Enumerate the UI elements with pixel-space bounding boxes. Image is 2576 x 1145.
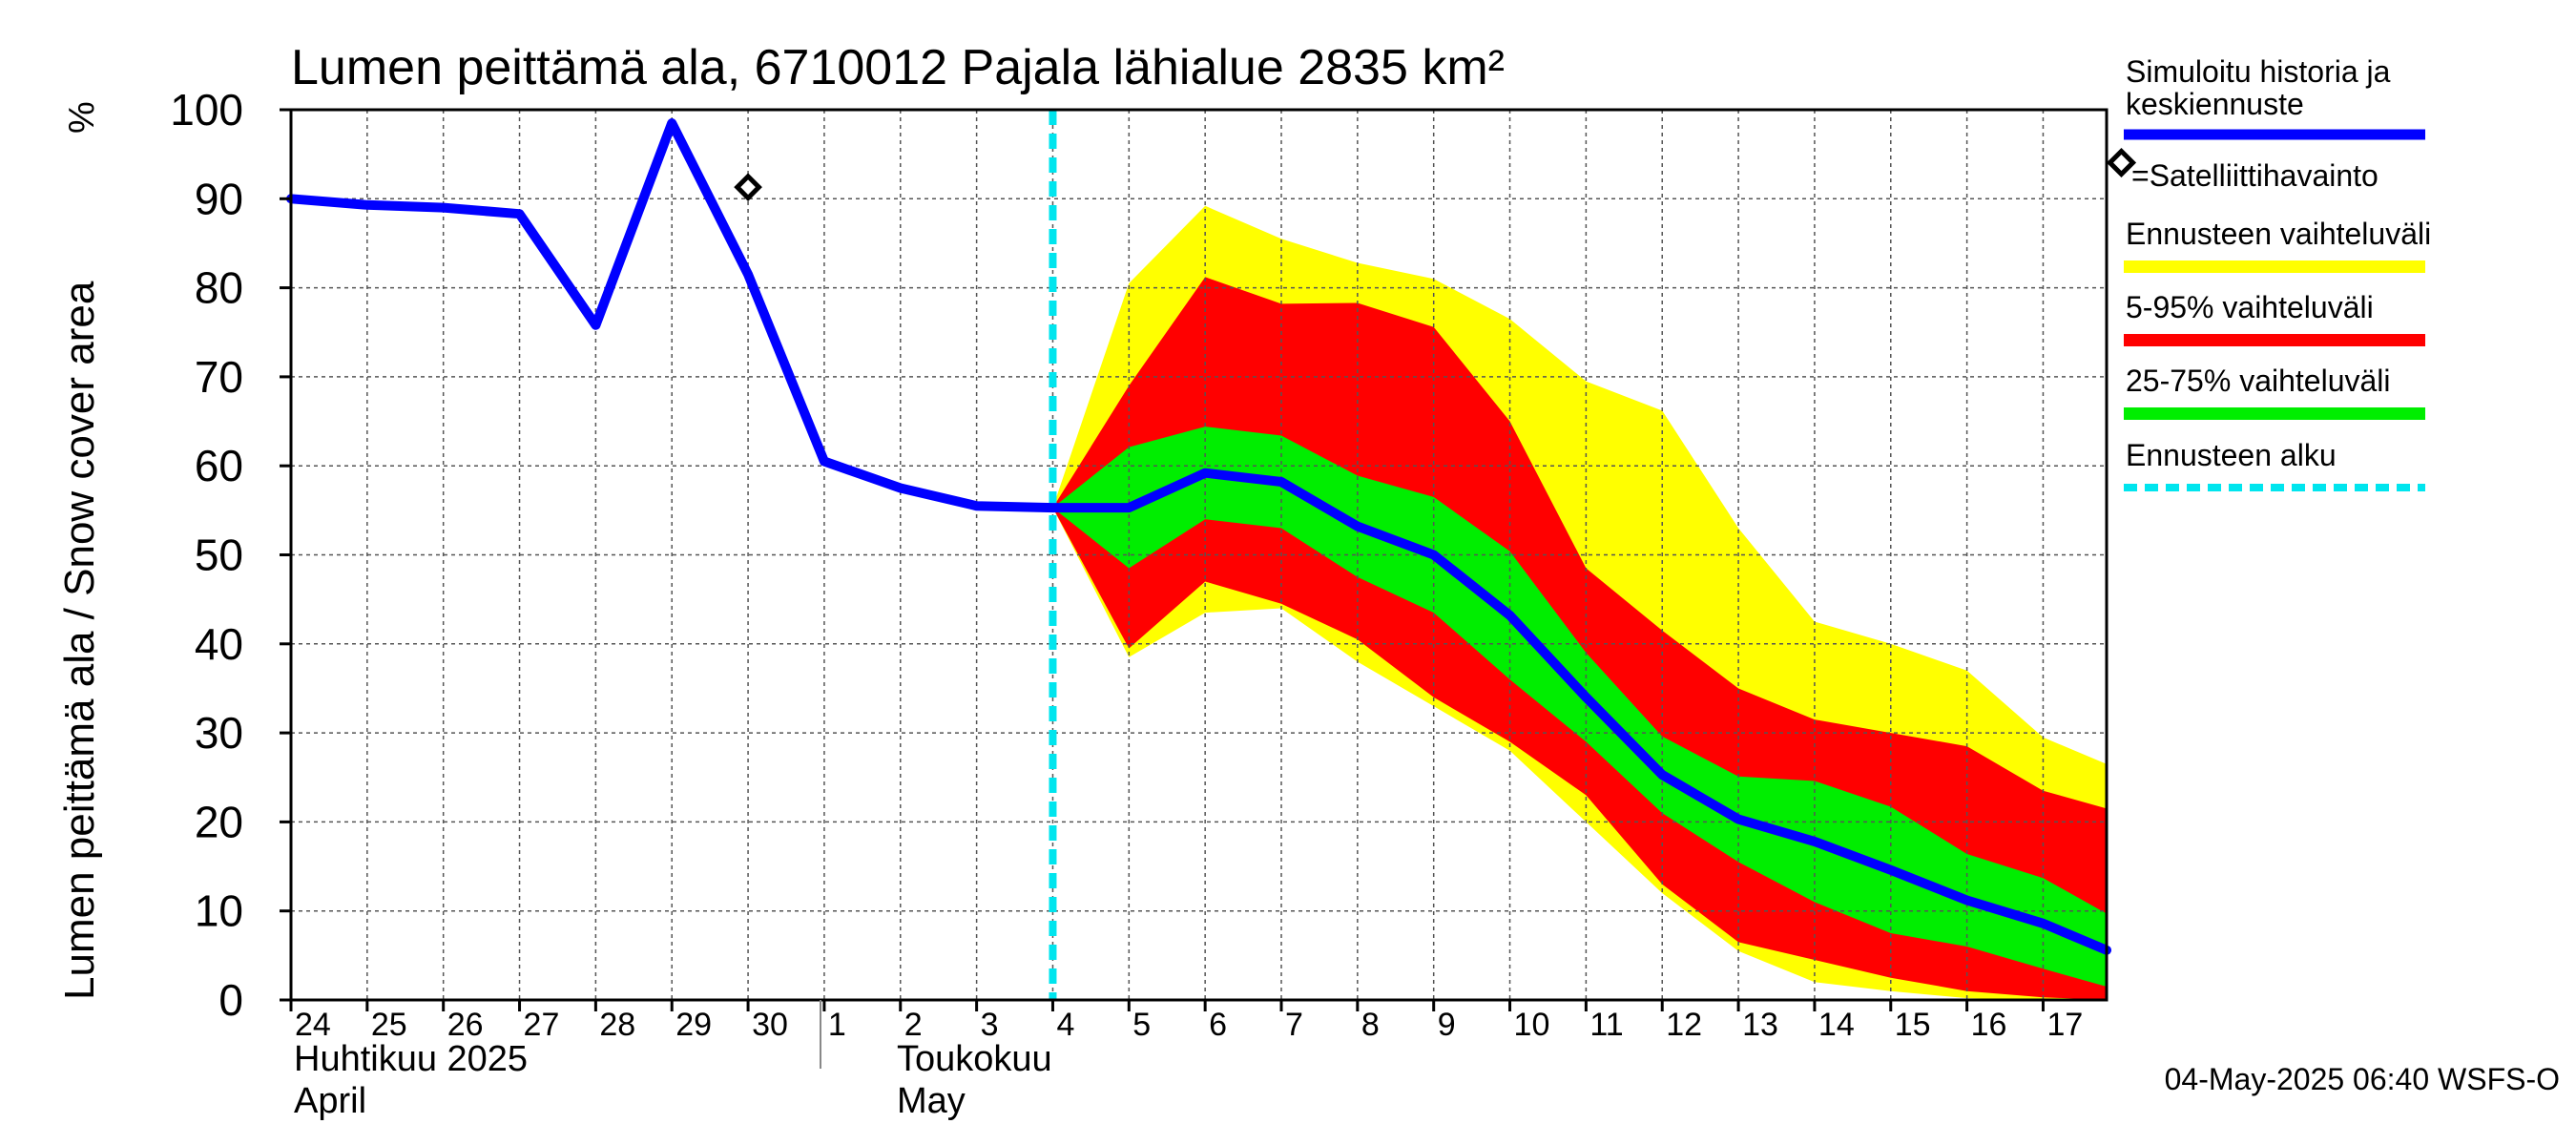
legend-swatch-satellite (2106, 147, 2137, 178)
legend: Simuloitu historia ja keskiennuste =Sate… (2106, 54, 2431, 491)
y-tick-label: 60 (195, 441, 243, 490)
legend-swatch-range (2124, 260, 2425, 273)
footer-timestamp: 04-May-2025 06:40 WSFS-O (2165, 1062, 2560, 1096)
x-tick-label: 3 (981, 1007, 999, 1043)
band-p25-75-layer (1052, 427, 2107, 988)
x-tick-label: 11 (1589, 1007, 1623, 1043)
x-tick-label: 9 (1438, 1007, 1456, 1043)
x-tick-label: 1 (828, 1007, 846, 1043)
legend-label-satellite: =Satelliittihavainto (2131, 158, 2379, 193)
history-line-layer (286, 118, 2111, 955)
x-tick-label: 7 (1285, 1007, 1303, 1043)
x-tick-label: 26 (447, 1007, 484, 1043)
x-tick-label: 25 (371, 1007, 407, 1043)
x-axis-ticks: 24 25 26 27 28 29 30 1 2 3 4 5 6 7 8 9 10 11 12 13 14 15 16 17 (289, 1000, 2083, 1043)
x-tick-label: 17 (2046, 1007, 2083, 1043)
legend-swatch-p5-95 (2124, 334, 2425, 346)
x-tick-label: 29 (675, 1007, 712, 1043)
legend-swatch-p25-75 (2124, 407, 2425, 420)
x-tick-label: 5 (1132, 1007, 1151, 1043)
legend-label-history-line1: Simuloitu historia ja (2126, 54, 2391, 89)
x-tick-label: 6 (1209, 1007, 1227, 1043)
satellite-observation-marker (734, 173, 762, 202)
month-label-may-line2: May (897, 1081, 966, 1121)
legend-label-forecast-start: Ennusteen alku (2126, 438, 2337, 472)
y-tick-label: 50 (195, 531, 243, 580)
y-tick-label: 0 (218, 975, 243, 1025)
legend-label-p25-75: 25-75% vaihteluväli (2126, 364, 2391, 398)
month-label-april-line1: Huhtikuu 2025 (294, 1039, 528, 1079)
y-tick-label: 70 (195, 352, 243, 402)
legend-label-range: Ennusteen vaihteluväli (2126, 217, 2431, 251)
month-label-april-line2: April (294, 1081, 366, 1121)
legend-label-p5-95: 5-95% vaihteluväli (2126, 290, 2374, 324)
x-tick-label: 13 (1742, 1007, 1778, 1043)
x-tick-label: 2 (904, 1007, 923, 1043)
band-p25-75 (1052, 427, 2107, 988)
y-tick-label: 40 (195, 619, 243, 669)
x-tick-label: 15 (1895, 1007, 1931, 1043)
x-tick-label: 4 (1056, 1007, 1074, 1043)
grid (291, 110, 2107, 1000)
y-axis-unit: % (62, 101, 102, 134)
x-tick-label: 10 (1514, 1007, 1550, 1043)
x-tick-label: 28 (599, 1007, 635, 1043)
history-median-line (286, 118, 2111, 955)
chart-title: Lumen peittämä ala, 6710012 Pajala lähia… (291, 40, 1505, 95)
x-tick-label: 14 (1818, 1007, 1855, 1043)
x-tick-label: 27 (524, 1007, 560, 1043)
y-tick-label: 10 (195, 886, 243, 936)
x-tick-label: 16 (1971, 1007, 2007, 1043)
x-tick-label: 24 (295, 1007, 331, 1043)
y-tick-label: 100 (170, 85, 243, 135)
y-tick-label: 90 (195, 174, 243, 223)
x-tick-label: 8 (1361, 1007, 1380, 1043)
y-tick-label: 80 (195, 263, 243, 313)
x-tick-label: 30 (752, 1007, 788, 1043)
legend-label-history-line2: keskiennuste (2126, 87, 2304, 121)
y-axis-ticks: 0 10 20 30 40 50 60 70 80 90 100 (170, 85, 291, 1025)
month-label-may-line1: Toukokuu (897, 1039, 1052, 1079)
x-tick-label: 12 (1666, 1007, 1702, 1043)
y-axis-label: Lumen peittämä ala / Snow cover area (56, 281, 103, 1000)
satellite-layer (734, 173, 762, 202)
y-tick-label: 20 (195, 797, 243, 846)
y-tick-label: 30 (195, 708, 243, 758)
